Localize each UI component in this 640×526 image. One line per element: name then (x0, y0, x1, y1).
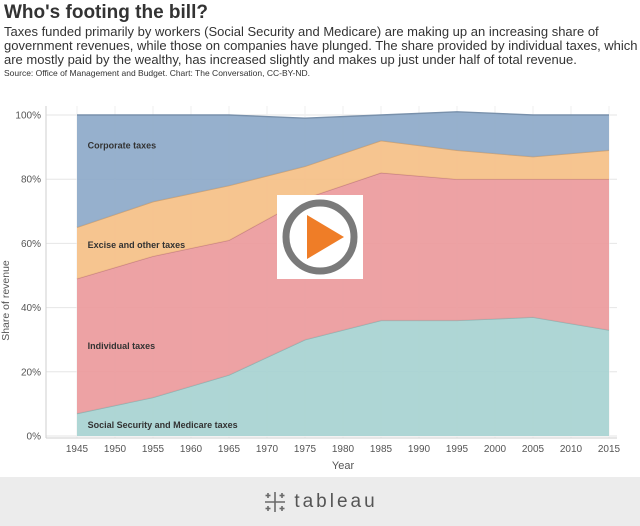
x-tick-label-11: 2000 (484, 444, 507, 455)
chart-title: Who's footing the bill? (4, 2, 208, 23)
tableau-wordmark: tableau (294, 490, 378, 512)
y-tick-label-4: 80% (21, 175, 41, 186)
tableau-footer[interactable]: tableau (0, 477, 640, 526)
x-tick-label-0: 1945 (66, 444, 89, 455)
x-tick-label-13: 2010 (560, 444, 583, 455)
series-label-1: Individual taxes (88, 341, 156, 351)
x-tick-label-5: 1970 (256, 444, 279, 455)
x-axis-title: Year (332, 460, 355, 472)
area-series-2 (77, 140, 609, 279)
x-tick-label-8: 1985 (370, 444, 393, 455)
y-tick-label-2: 40% (21, 303, 41, 314)
play-icon (307, 215, 344, 259)
area-series-0 (77, 317, 609, 436)
stacked-area-chart: 0% 20% 40% 60% 80% 100% 1945 1950 1955 1960 1965 19… (0, 106, 621, 472)
x-tick-label-10: 1995 (446, 444, 469, 455)
y-axis-title: Share of revenue (0, 260, 12, 341)
chart-subtitle: Taxes funded primarily by workers (Socia… (4, 24, 638, 67)
series-label-2: Excise and other taxes (88, 240, 186, 250)
area-edge-3 (77, 111, 609, 119)
chart-source: Source: Office of Management and Budget.… (4, 68, 310, 78)
y-tick-label-1: 20% (21, 367, 41, 378)
x-tick-label-14: 2015 (598, 444, 621, 455)
x-tick-label-1: 1950 (104, 444, 127, 455)
series-label-3: Corporate taxes (88, 140, 157, 150)
play-button-ring (282, 199, 358, 275)
y-tick-label-0: 0% (27, 432, 42, 443)
area-series-3 (77, 111, 609, 228)
y-tick-label-3: 60% (21, 239, 41, 250)
x-tick-label-3: 1960 (180, 444, 203, 455)
x-tick-label-4: 1965 (218, 444, 241, 455)
y-tick-label-5: 100% (15, 111, 41, 122)
series-label-0: Social Security and Medicare taxes (88, 420, 238, 430)
x-tick-label-7: 1980 (332, 444, 355, 455)
x-tick-label-2: 1955 (142, 444, 165, 455)
area-series-1 (77, 172, 609, 414)
tableau-cross-icon (265, 491, 286, 512)
x-tick-label-9: 1990 (408, 444, 431, 455)
x-tick-label-6: 1975 (294, 444, 317, 455)
x-tick-label-12: 2005 (522, 444, 545, 455)
chart-header: Who's footing the bill? Taxes funded pri… (4, 2, 638, 79)
